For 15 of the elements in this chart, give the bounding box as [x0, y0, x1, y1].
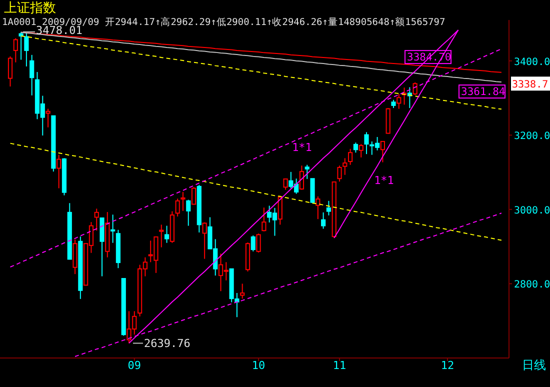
annotation: 3361.84	[461, 86, 506, 98]
text: 日线	[522, 358, 546, 372]
y-tick-label: 3200.0	[514, 131, 550, 142]
y-tick-label: 3000.0	[514, 205, 550, 216]
text: 3338.7	[512, 80, 548, 91]
y-tick-label: 2800.0	[514, 280, 550, 291]
annotation: 1*1	[374, 174, 394, 187]
chart-title: 上证指数	[4, 1, 56, 16]
y-tick-label: 3400.0	[514, 56, 550, 68]
x-tick-label: 12	[440, 359, 454, 372]
annotation: 2639.76	[144, 337, 190, 350]
annotation: 1*1	[292, 141, 312, 154]
x-tick-label: 11	[332, 359, 346, 372]
x-tick-label: 09	[128, 359, 142, 372]
x-tick-label: 10	[252, 359, 266, 372]
